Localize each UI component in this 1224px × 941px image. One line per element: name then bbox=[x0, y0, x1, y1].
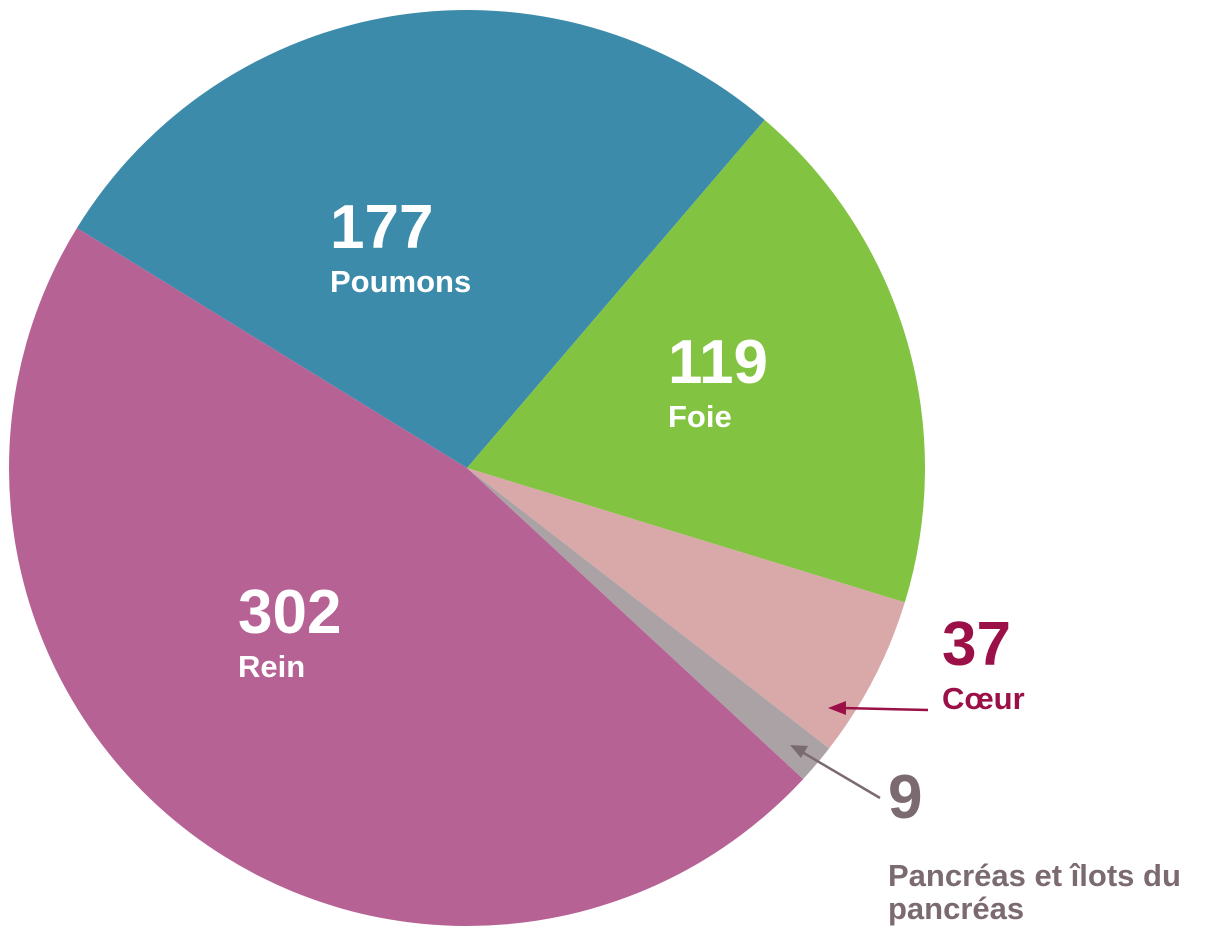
slice-label: 9 Pancréas et îlots du pancréas bbox=[888, 765, 1218, 925]
pie-slice bbox=[467, 119, 925, 603]
pancreas-arrow bbox=[801, 750, 881, 800]
slice-label: 37 Cœur bbox=[942, 612, 1025, 716]
coeur-arrowhead bbox=[828, 701, 846, 715]
category-label: Poumons bbox=[330, 264, 472, 300]
slice-label: 119 Foie bbox=[668, 330, 768, 434]
value-label: 302 bbox=[238, 578, 342, 647]
category-label: Foie bbox=[668, 399, 732, 435]
pie-slice bbox=[467, 468, 830, 780]
value-label: 37 bbox=[942, 610, 1011, 679]
pancreas-arrowhead bbox=[790, 745, 808, 758]
pie-slice bbox=[8, 228, 804, 926]
value-label: 119 bbox=[668, 328, 769, 397]
value-label: 177 bbox=[330, 193, 434, 262]
arrows bbox=[790, 701, 929, 800]
category-label: Rein bbox=[238, 649, 306, 685]
category-label: Pancréas et îlots du pancréas bbox=[888, 858, 1181, 926]
pie-slice bbox=[467, 468, 905, 749]
coeur-arrow bbox=[841, 706, 929, 712]
slice-label: 302 Rein bbox=[238, 580, 341, 684]
pie-slice bbox=[76, 9, 765, 469]
category-label: Cœur bbox=[942, 681, 1025, 717]
value-label: 9 bbox=[888, 763, 923, 832]
slice-label: 177 Poumons bbox=[330, 195, 471, 299]
slices bbox=[8, 9, 925, 926]
